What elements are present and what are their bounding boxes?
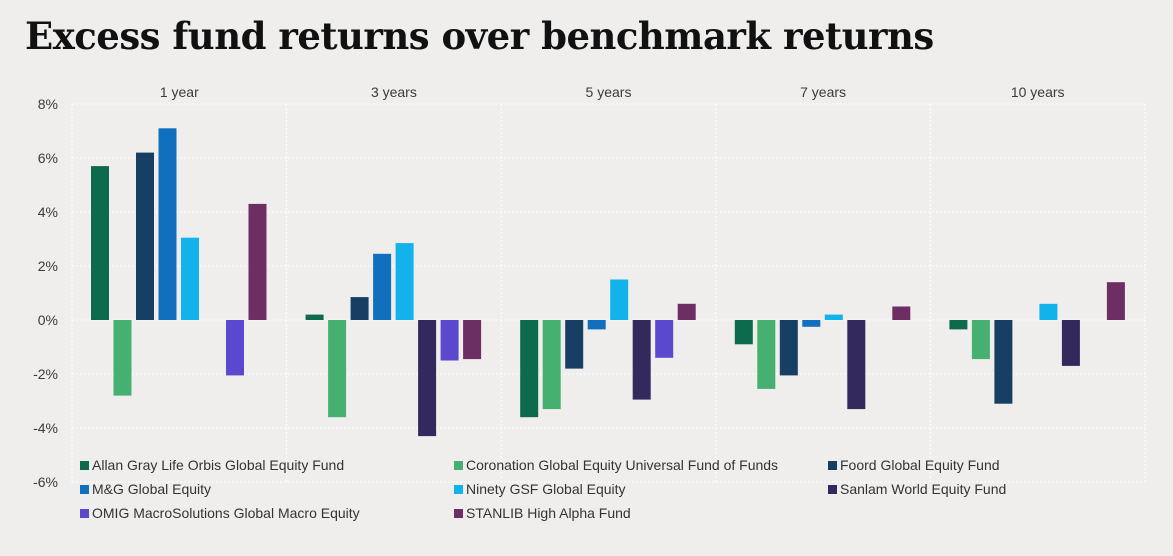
- bar: [395, 243, 414, 320]
- period-label: 7 years: [800, 84, 846, 100]
- period-label: 1 year: [160, 84, 199, 100]
- bar: [248, 203, 267, 320]
- y-tick-label: -2%: [33, 366, 58, 382]
- bar: [373, 253, 392, 320]
- bar: [971, 320, 990, 360]
- bar: [587, 320, 606, 330]
- bar: [824, 314, 843, 320]
- legend-label: Coronation Global Equity Universal Fund …: [466, 457, 779, 473]
- bar: [994, 320, 1013, 404]
- bar: [677, 303, 696, 320]
- y-tick-label: 6%: [38, 150, 58, 166]
- legend-item: Sanlam World Equity Fund: [828, 480, 1128, 498]
- chart-title: Excess fund returns over benchmark retur…: [25, 14, 934, 58]
- legend-item: Ninety GSF Global Equity: [454, 480, 828, 498]
- legend-swatch: [828, 484, 837, 494]
- bar: [632, 320, 651, 400]
- period-label: 10 years: [1011, 84, 1065, 100]
- y-tick-label: -6%: [33, 474, 58, 490]
- bar: [136, 152, 154, 320]
- legend-swatch: [454, 484, 463, 494]
- legend-swatch: [80, 460, 89, 470]
- legend-swatch: [80, 508, 89, 518]
- bar: [610, 279, 629, 320]
- y-axis-tick-labels: 8% 6% 4% 2% 0% -2% -4% -6%: [33, 96, 58, 490]
- legend: Allan Gray Life Orbis Global Equity Fund…: [80, 456, 1140, 522]
- legend-item: Allan Gray Life Orbis Global Equity Fund: [80, 456, 454, 474]
- period-label: 3 years: [371, 84, 417, 100]
- period-label: 5 years: [586, 84, 632, 100]
- bar: [542, 320, 561, 410]
- bar: [779, 320, 798, 376]
- legend-item: M&G Global Equity: [80, 480, 454, 498]
- bar: [1106, 282, 1125, 320]
- legend-item: Foord Global Equity Fund: [828, 456, 1128, 474]
- legend-item: OMIG MacroSolutions Global Macro Equity: [80, 504, 454, 522]
- legend-swatch: [454, 508, 463, 518]
- bar: [418, 320, 437, 437]
- legend-label: OMIG MacroSolutions Global Macro Equity: [92, 505, 360, 521]
- bar: [440, 320, 459, 361]
- legend-label: Allan Gray Life Orbis Global Equity Fund: [92, 457, 345, 473]
- bar: [226, 320, 244, 376]
- y-tick-label: 4%: [38, 204, 58, 220]
- bar: [91, 166, 109, 320]
- legend-swatch: [828, 460, 837, 470]
- bar: [520, 320, 539, 418]
- y-tick-label: 0%: [38, 312, 58, 328]
- bar: [463, 320, 482, 360]
- y-tick-label: 2%: [38, 258, 58, 274]
- legend-label: Sanlam World Equity Fund: [840, 481, 1007, 497]
- period-labels: 1 year 3 years 5 years 7 years 10 years: [160, 84, 1065, 100]
- bar: [305, 314, 324, 320]
- legend-label: Ninety GSF Global Equity: [466, 481, 626, 497]
- legend-label: Foord Global Equity Fund: [840, 457, 1000, 473]
- bar: [113, 320, 132, 396]
- bar: [328, 320, 347, 418]
- y-tick-label: -4%: [33, 420, 58, 436]
- legend-item: Coronation Global Equity Universal Fund …: [454, 456, 828, 474]
- bar: [949, 320, 968, 330]
- bar: [734, 320, 753, 345]
- bar: [892, 306, 911, 320]
- bar: [1061, 320, 1080, 366]
- bar: [158, 128, 177, 320]
- legend-label: M&G Global Equity: [92, 481, 212, 497]
- bar: [847, 320, 866, 410]
- legend-swatch: [80, 484, 89, 494]
- bar: [350, 297, 369, 320]
- legend-item: STANLIB High Alpha Fund: [454, 504, 828, 522]
- bars: [91, 128, 1125, 437]
- bar: [565, 320, 584, 369]
- bar: [181, 237, 199, 320]
- legend-swatch: [454, 460, 463, 470]
- gridlines: [71, 103, 1146, 483]
- bar: [655, 320, 674, 358]
- legend-label: STANLIB High Alpha Fund: [466, 505, 631, 521]
- bar: [1039, 303, 1058, 320]
- bar: [757, 320, 776, 389]
- bar: [802, 320, 821, 327]
- y-tick-label: 8%: [38, 96, 58, 112]
